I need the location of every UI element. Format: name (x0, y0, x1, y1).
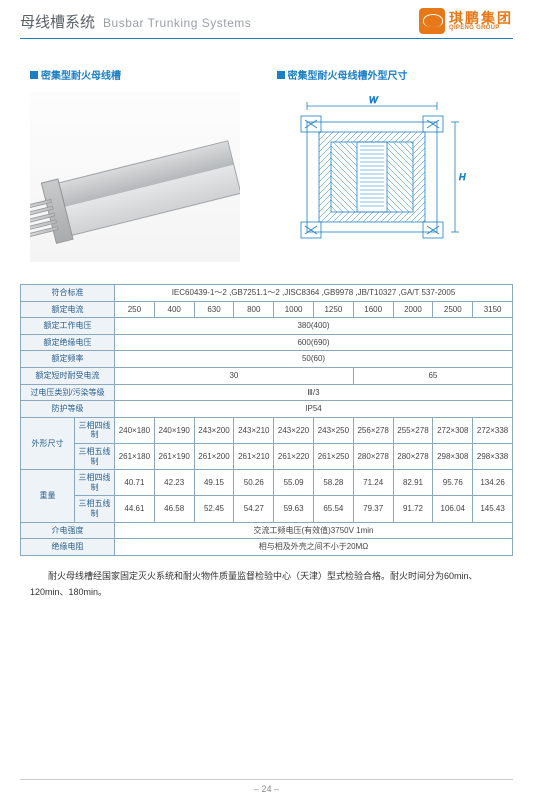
page-number: – 24 – (254, 784, 279, 794)
row-freq-value: 50(60) (115, 351, 513, 368)
row-dim-label: 外形尺寸 (21, 417, 75, 469)
row-standards-label: 符合标准 (21, 285, 115, 302)
spec-table: 符合标准 IEC60439-1～2 ,GB7251.1～2 ,JISC8364 … (0, 272, 533, 562)
row-weight-label: 重量 (21, 470, 75, 522)
row-weight-3p5w-label: 三相五线制 (75, 496, 115, 522)
figure-row: 密集型耐火母线槽 密集型耐火母线槽外型尺寸 W H (0, 39, 533, 272)
row-standards-value: IEC60439-1～2 ,GB7251.1～2 ,JISC8364 ,GB99… (115, 285, 513, 302)
footnote: 耐火母线槽经国家固定灭火系统和耐火物件质量监督检验中心（天津）型式检验合格。耐火… (0, 562, 533, 606)
row-ip-label: 防护等级 (21, 401, 115, 418)
header-title-group: 母线槽系统 Busbar Trunking Systems (20, 11, 251, 32)
page-footer: – 24 – (0, 779, 533, 794)
title-en: Busbar Trunking Systems (103, 16, 251, 30)
row-overvolt-value: Ⅲ/3 (115, 384, 513, 401)
page-header: 母线槽系统 Busbar Trunking Systems 琪鹏集团 QIPEN… (0, 0, 533, 38)
section-left-title: 密集型耐火母线槽 (30, 67, 257, 82)
row-insulv-value: 600(690) (115, 334, 513, 351)
section-left: 密集型耐火母线槽 (30, 67, 257, 262)
section-right-title: 密集型耐火母线槽外型尺寸 (277, 67, 504, 82)
logo-en: QIPENG GROUP (449, 25, 513, 31)
row-current-label: 额定电流 (21, 301, 115, 318)
logo: 琪鹏集团 QIPENG GROUP (419, 8, 513, 34)
row-dielectric-label: 介电强度 (21, 522, 115, 539)
row-insulres-value: 相与相及外壳之间不小于20MΩ (115, 539, 513, 556)
product-photo (30, 92, 240, 262)
row-dim-3p4w-label: 三相四线制 (75, 417, 115, 443)
row-dielectric-value: 交流工频电压(有效值)3750V 1min (115, 522, 513, 539)
row-insulres-label: 绝缘电阻 (21, 539, 115, 556)
row-freq-label: 额定频率 (21, 351, 115, 368)
title-cn: 母线槽系统 (20, 11, 95, 32)
row-overvolt-label: 过电压类别/污染等级 (21, 384, 115, 401)
row-short-label: 额定短时耐受电流 (21, 367, 115, 384)
row-insulv-label: 额定绝缘电压 (21, 334, 115, 351)
row-dim-3p5w-label: 三相五线制 (75, 443, 115, 469)
logo-icon (419, 8, 445, 34)
logo-cn: 琪鹏集团 (449, 11, 513, 25)
section-right: 密集型耐火母线槽外型尺寸 W H (277, 67, 504, 262)
dimension-diagram: W H (277, 92, 477, 262)
row-weight-3p4w-label: 三相四线制 (75, 470, 115, 496)
dim-h-label: H (459, 172, 466, 182)
row-workv-value: 380(400) (115, 318, 513, 335)
dim-w-label: W (369, 95, 379, 105)
row-workv-label: 额定工作电压 (21, 318, 115, 335)
row-ip-value: IP54 (115, 401, 513, 418)
